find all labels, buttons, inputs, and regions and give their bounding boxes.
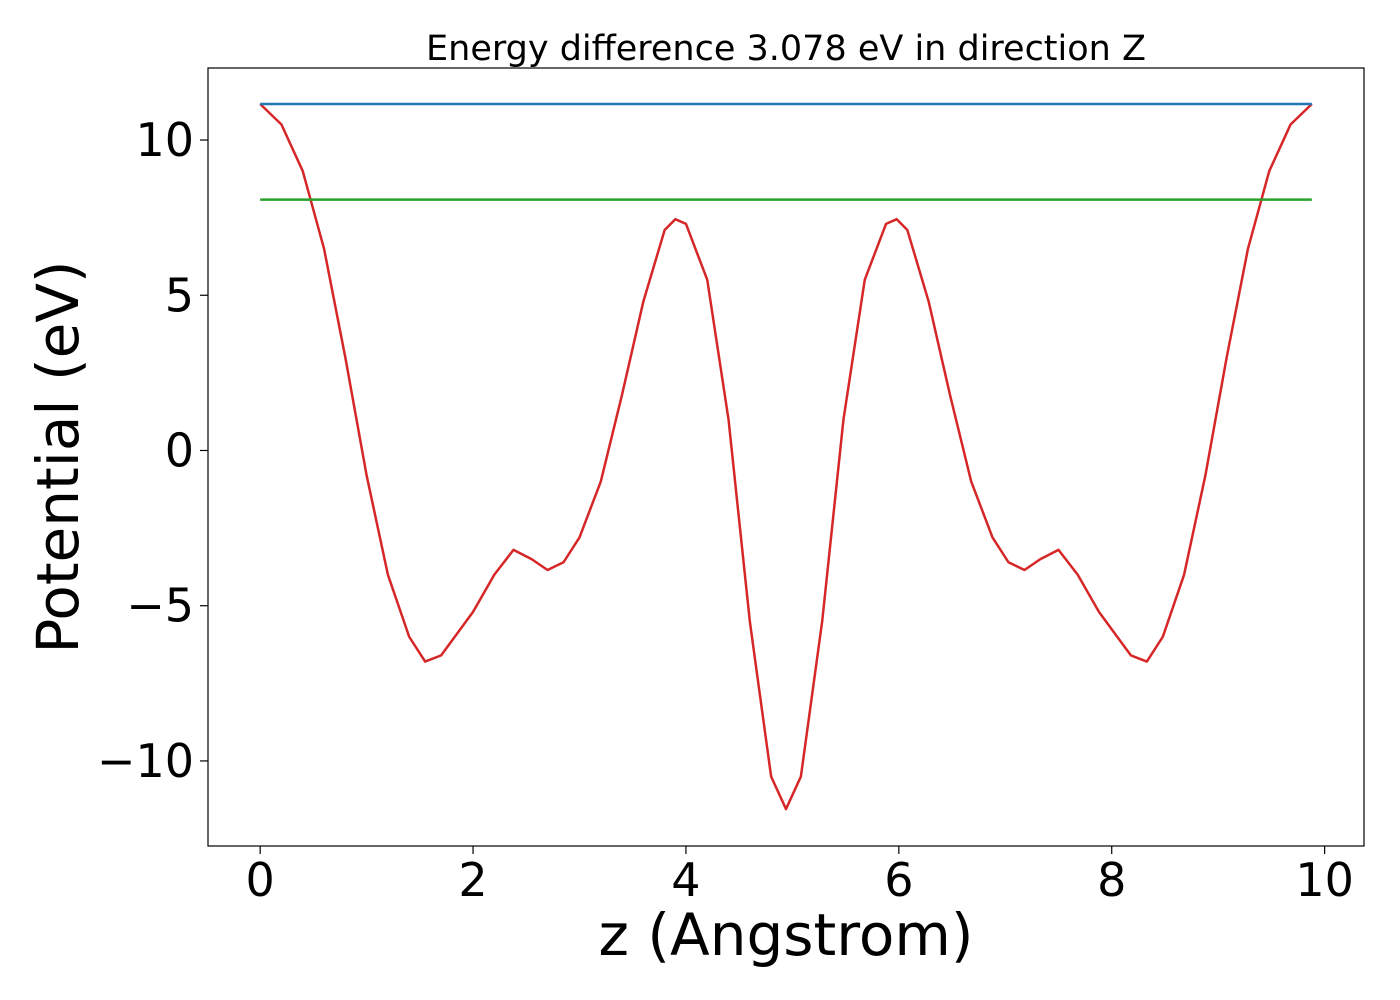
y-axis-label: Potential (eV) (24, 260, 92, 653)
y-tick-label: −10 (97, 734, 194, 788)
y-tick-label: 0 (165, 423, 194, 477)
y-tick-label: 10 (135, 113, 194, 167)
x-tick-label: 0 (246, 853, 275, 907)
x-tick-label: 8 (1097, 853, 1126, 907)
y-tick-label: 5 (165, 268, 194, 322)
y-tick-label: −5 (126, 579, 194, 633)
chart-title: Energy difference 3.078 eV in direction … (426, 29, 1146, 69)
x-tick-label: 2 (458, 853, 487, 907)
x-tick-label: 4 (671, 853, 700, 907)
x-tick-label: 10 (1295, 853, 1354, 907)
x-tick-label: 6 (884, 853, 913, 907)
plot-frame (207, 67, 1365, 847)
x-axis-label: z (Angstrom) (599, 901, 974, 969)
data-line (259, 103, 1313, 811)
